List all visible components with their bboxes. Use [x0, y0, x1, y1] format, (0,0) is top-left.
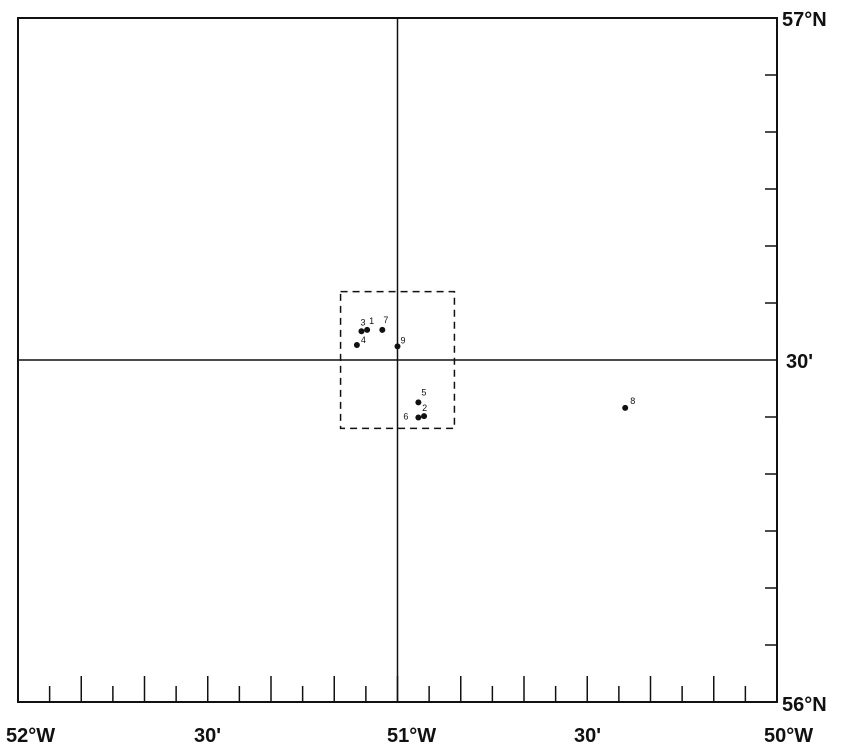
station-6-label: 6 — [403, 411, 408, 421]
station-5-label: 5 — [421, 387, 426, 397]
map-frame — [17, 17, 778, 703]
station-9-label: 9 — [401, 335, 406, 345]
station-9-marker — [394, 343, 401, 350]
inset-boundary — [339, 290, 456, 430]
label-lat-mid: 30' — [786, 351, 813, 373]
label-lon-30-east: 30' — [574, 725, 601, 747]
station-4-label: 4 — [361, 335, 366, 345]
station-6-marker — [415, 414, 422, 421]
label-lon-right: 50°W — [764, 725, 813, 747]
station-7-label: 7 — [383, 315, 388, 325]
label-lon-mid: 51°W — [387, 725, 436, 747]
map-ticks — [48, 74, 777, 702]
stations: 1 2 3 4 5 6 7 8 9 — [353, 315, 635, 421]
station-7-marker — [379, 326, 386, 333]
station-3-label: 3 — [360, 317, 365, 327]
label-lat-top: 57°N — [782, 9, 827, 31]
station-3-marker — [358, 328, 365, 335]
station-2-label: 2 — [422, 403, 427, 413]
station-1-marker — [364, 326, 371, 333]
station-8-marker — [622, 404, 629, 411]
station-4-marker — [353, 341, 360, 348]
label-lon-30-west: 30' — [194, 725, 221, 747]
station-5-marker — [415, 399, 422, 406]
station-1-label: 1 — [369, 316, 374, 326]
label-lon-left: 52°W — [6, 725, 55, 747]
station-2-marker — [421, 413, 428, 420]
station-8-label: 8 — [630, 396, 635, 406]
inset-box — [339, 290, 456, 430]
label-lat-bottom: 56°N — [782, 694, 827, 716]
